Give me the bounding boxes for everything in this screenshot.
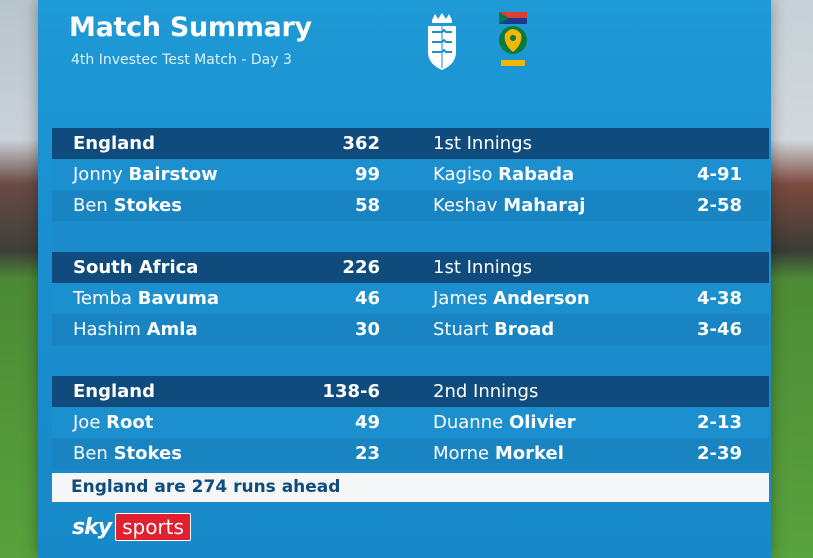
- batter-runs: 99: [354, 164, 380, 185]
- team-score: 226: [342, 257, 380, 278]
- batter-first-name: Ben: [73, 195, 108, 216]
- batter-last-name: Root: [106, 412, 154, 433]
- match-summary-panel: Match Summary 4th Investec Test Match - …: [38, 0, 771, 558]
- team-name: England: [73, 381, 156, 402]
- row-spacer: [52, 345, 769, 376]
- page-title: Match Summary: [69, 12, 312, 43]
- player-row: Ben Stokes 58 Keshav Maharaj 2-58: [52, 190, 769, 221]
- bowler-first-name: Keshav: [433, 195, 498, 216]
- innings-label: 1st Innings: [433, 133, 532, 154]
- batter-first-name: Joe: [73, 412, 101, 433]
- batter-first-name: Temba: [73, 288, 133, 309]
- bowler-last-name: Maharaj: [503, 195, 586, 216]
- bowler-name: James Anderson: [433, 283, 590, 314]
- logo-sky-wordmark: sky: [72, 514, 112, 540]
- bowler-name: Stuart Broad: [433, 314, 554, 345]
- south-africa-crest-icon: [499, 12, 527, 66]
- batter-runs: 46: [354, 288, 380, 309]
- batter-name: Ben Stokes: [73, 438, 182, 469]
- innings-label: 2nd Innings: [433, 381, 539, 402]
- batter-runs: 49: [354, 412, 380, 433]
- batter-first-name: Ben: [73, 443, 108, 464]
- bowler-first-name: James: [433, 288, 488, 309]
- batter-runs: 30: [354, 319, 380, 340]
- team-score: 362: [342, 133, 380, 154]
- innings-header-row: South Africa 226 1st Innings: [52, 252, 769, 283]
- batter-last-name: Amla: [146, 319, 198, 340]
- bowler-last-name: Morkel: [494, 443, 564, 464]
- bowler-name: Keshav Maharaj: [433, 190, 585, 221]
- bowler-figures: 4-91: [696, 164, 742, 185]
- batter-last-name: Bavuma: [137, 288, 220, 309]
- bowler-figures: 2-13: [696, 412, 742, 433]
- batter-last-name: Bairstow: [128, 164, 218, 185]
- innings-header-row: England 362 1st Innings: [52, 128, 769, 159]
- player-row: Joe Root 49 Duanne Olivier 2-13: [52, 407, 769, 438]
- match-status-text: England are 274 runs ahead: [71, 477, 341, 497]
- england-crest-icon: [428, 13, 456, 70]
- bowler-last-name: Rabada: [498, 164, 575, 185]
- batter-first-name: Hashim: [73, 319, 141, 340]
- bowler-last-name: Broad: [494, 319, 555, 340]
- bowler-first-name: Duanne: [433, 412, 504, 433]
- page-subtitle: 4th Investec Test Match - Day 3: [71, 52, 292, 68]
- match-status-bar: England are 274 runs ahead: [52, 473, 769, 502]
- batter-name: Temba Bavuma: [73, 283, 219, 314]
- batter-last-name: Stokes: [113, 443, 182, 464]
- bowler-first-name: Kagiso: [433, 164, 493, 185]
- innings-header-row: England 138-6 2nd Innings: [52, 376, 769, 407]
- bowler-name: Duanne Olivier: [433, 407, 576, 438]
- bowler-last-name: Olivier: [508, 412, 576, 433]
- bowler-figures: 3-46: [696, 319, 742, 340]
- batter-runs: 23: [354, 443, 380, 464]
- innings-label: 1st Innings: [433, 257, 532, 278]
- batter-runs: 58: [354, 195, 380, 216]
- batter-name: Ben Stokes: [73, 190, 182, 221]
- bowler-figures: 2-58: [696, 195, 742, 216]
- team-name: South Africa: [73, 257, 199, 278]
- player-row: Jonny Bairstow 99 Kagiso Rabada 4-91: [52, 159, 769, 190]
- row-spacer: [52, 221, 769, 252]
- sky-sports-logo: sky sports: [72, 513, 191, 541]
- batter-last-name: Stokes: [113, 195, 182, 216]
- logo-sports-wordmark: sports: [115, 513, 191, 541]
- batter-name: Hashim Amla: [73, 314, 198, 345]
- bowler-first-name: Morne: [433, 443, 490, 464]
- batter-name: Jonny Bairstow: [73, 159, 218, 190]
- bowler-figures: 2-39: [696, 443, 742, 464]
- batter-name: Joe Root: [73, 407, 153, 438]
- bowler-figures: 4-38: [696, 288, 742, 309]
- batter-first-name: Jonny: [73, 164, 123, 185]
- team-score: 138-6: [322, 381, 380, 402]
- bowler-name: Morne Morkel: [433, 438, 564, 469]
- bowler-last-name: Anderson: [493, 288, 590, 309]
- player-row: Ben Stokes 23 Morne Morkel 2-39: [52, 438, 769, 469]
- team-name: England: [73, 133, 156, 154]
- player-row: Temba Bavuma 46 James Anderson 4-38: [52, 283, 769, 314]
- player-row: Hashim Amla 30 Stuart Broad 3-46: [52, 314, 769, 345]
- bowler-first-name: Stuart: [433, 319, 489, 340]
- bowler-name: Kagiso Rabada: [433, 159, 574, 190]
